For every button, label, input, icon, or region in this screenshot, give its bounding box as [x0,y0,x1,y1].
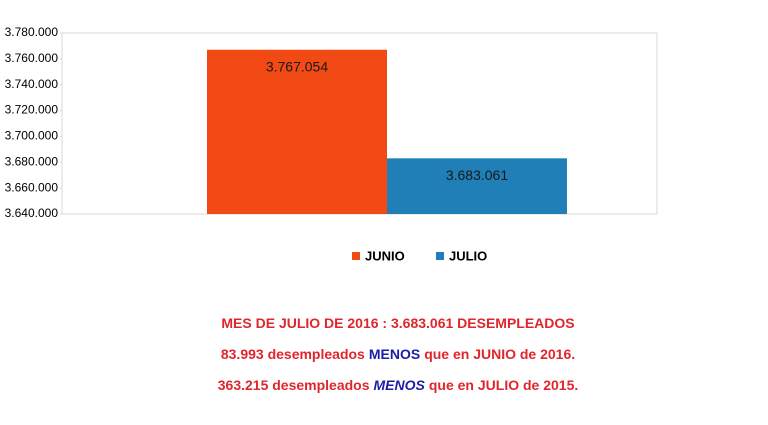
annotation-text: MENOS [373,377,425,393]
legend-label: JUNIO [365,248,405,263]
y-tick-label: 3.680.000 [5,154,59,168]
annotation-text: MES DE JULIO DE 2016 : 3.683.061 DESEMPL… [221,315,575,331]
y-tick-label: 3.760.000 [5,51,59,65]
legend-swatch [436,252,444,260]
annotation-line: 83.993 desempleados MENOS que en JUNIO de … [0,343,768,374]
annotation-text: MENOS [368,346,421,362]
y-tick-label: 3.740.000 [5,77,59,91]
data-label: 3.683.061 [446,167,508,183]
y-tick-label: 3.720.000 [5,103,59,117]
chart: 3.640.000 3.660.000 3.680.000 3.700.000 3.72… [5,25,658,263]
legend-swatch [352,252,360,260]
y-tick-label: 3.640.000 [5,206,59,220]
legend-label: JULIO [449,248,487,263]
y-tick-label: 3.660.000 [5,180,59,194]
annotation-line: MES DE JULIO DE 2016 : 3.683.061 DESEMPL… [0,312,768,343]
annotation-line: 363.215 desempleados MENOS que en JULIO de… [0,374,768,405]
bar [207,49,387,214]
annotations: MES DE JULIO DE 2016 : 3.683.061 DESEMPL… [0,312,768,405]
annotation-text: 363.215 desempleados [217,377,370,393]
data-label: 3.767.054 [266,58,328,74]
annotation-text: que en JULIO de 2015. [428,377,579,393]
annotation-text: que en JUNIO de 2016. [424,346,576,362]
bar [387,158,567,214]
y-tick-label: 3.780.000 [5,25,59,39]
annotation-text: 83.993 desempleados [220,346,365,362]
y-tick-label: 3.700.000 [5,129,59,143]
